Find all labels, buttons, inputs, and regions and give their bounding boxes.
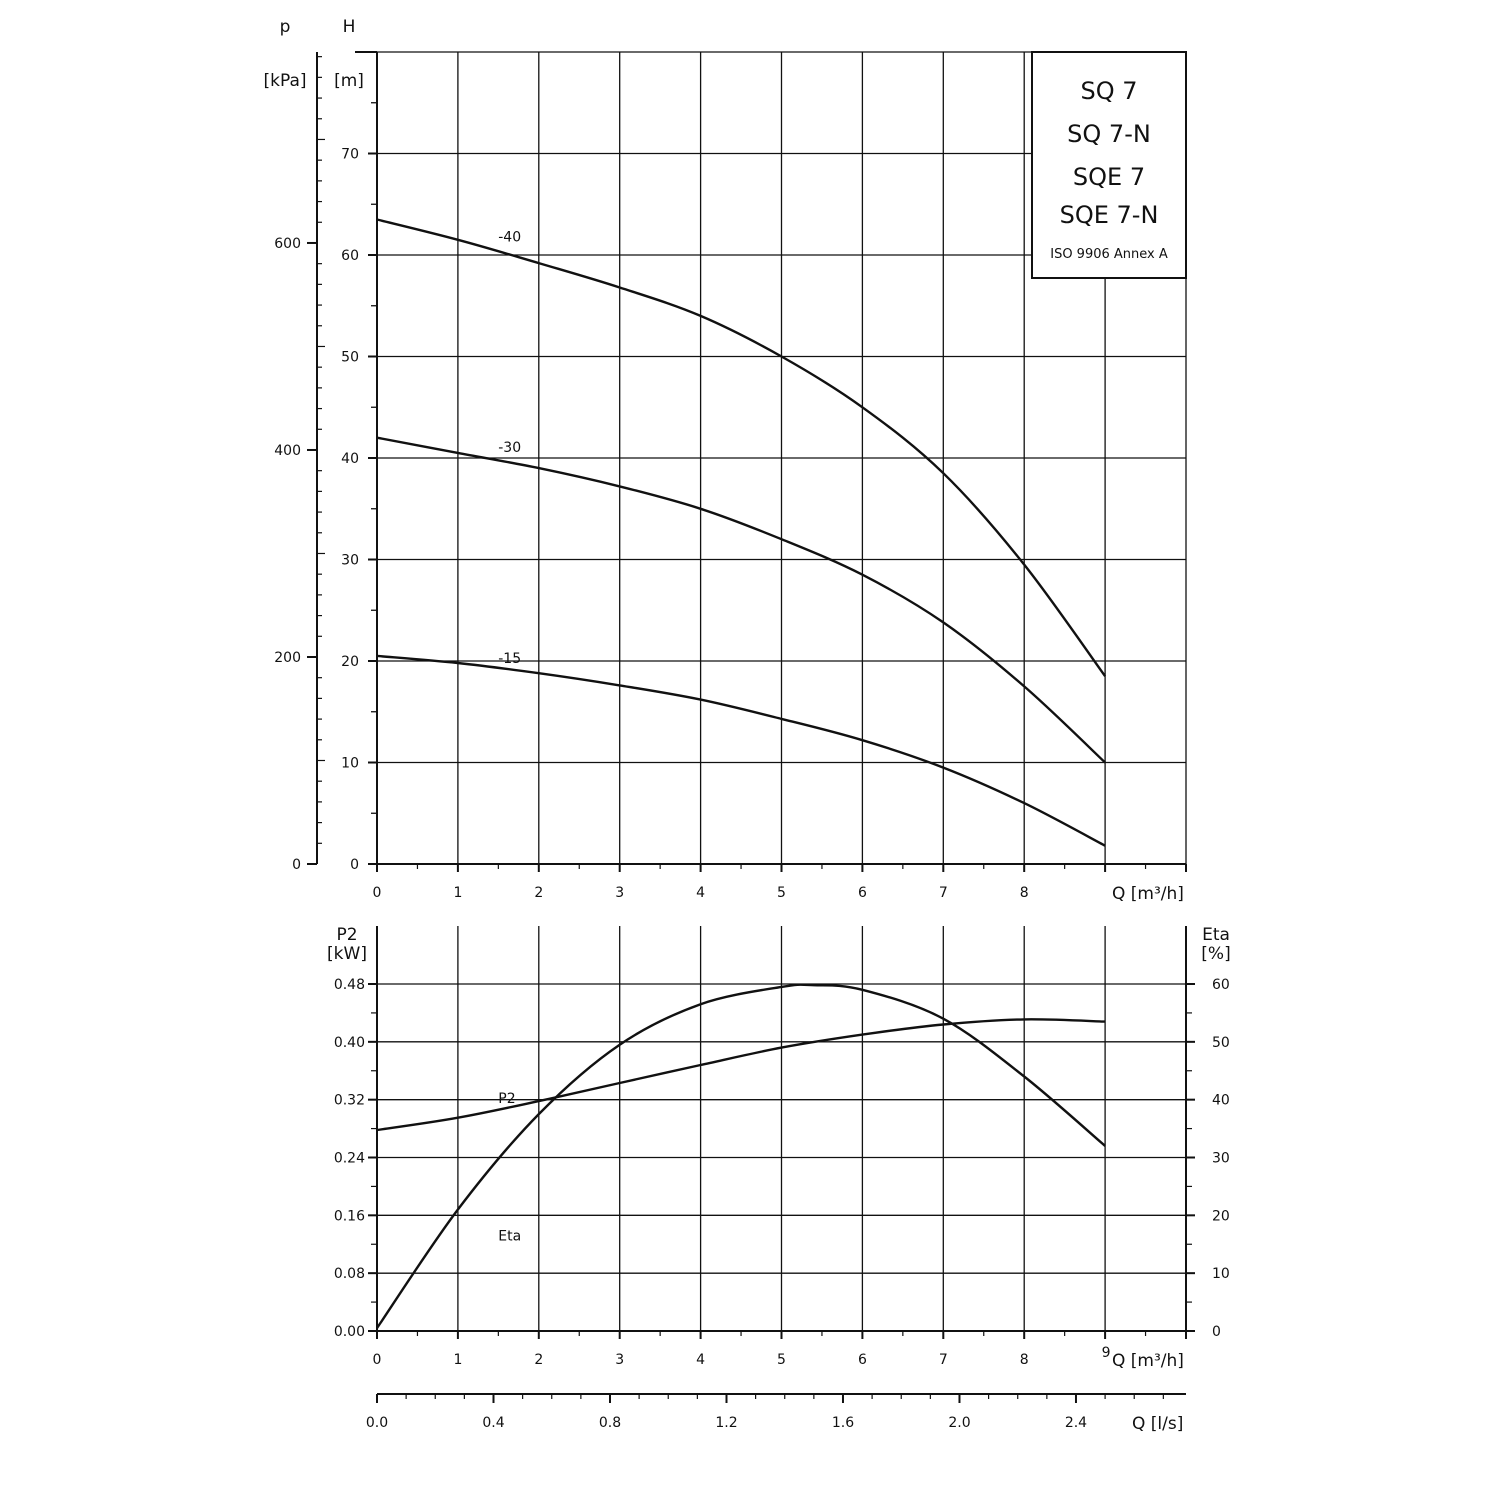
head-y-tick-label: 40: [341, 451, 359, 467]
legend-standard: ISO 9906 Annex A: [1050, 247, 1168, 262]
head-x-tick-label: 0: [373, 885, 382, 901]
legend-title-3: SQE 7: [1073, 163, 1145, 191]
head-curve-label: -15: [498, 651, 521, 667]
ls-tick-label: 2.0: [948, 1415, 970, 1431]
p-tick-label: 400: [274, 443, 301, 459]
ls-tick-label: 0.0: [366, 1415, 388, 1431]
eta-tick-label: 40: [1212, 1093, 1230, 1109]
power-x-tick-label: 9: [1102, 1345, 1111, 1361]
eta-tick-label: 30: [1212, 1151, 1230, 1167]
legend-box: SQ 7 SQ 7-N SQE 7 SQE 7-N ISO 9906 Annex…: [1031, 51, 1187, 279]
power-curve-p2: [376, 1018, 1106, 1132]
p-tick-label: 600: [274, 236, 301, 252]
head-y-axis-title: H: [343, 17, 356, 37]
power-y-tick-label: 0.40: [334, 1035, 365, 1051]
power-curve-label: P2: [498, 1091, 515, 1107]
head-y-tick-label: 10: [341, 756, 359, 772]
head-y-axis-unit: [m]: [334, 71, 364, 91]
power-y-tick-label: 0.16: [334, 1208, 365, 1224]
head-x-tick-label: 1: [453, 885, 462, 901]
power-y-tick-label: 0.00: [334, 1324, 365, 1340]
power-x-tick-label: 4: [696, 1352, 705, 1368]
power-y-tick-label: 0.24: [334, 1151, 365, 1167]
power-x-tick-label: 8: [1020, 1352, 1029, 1368]
ls-tick-label: 2.4: [1065, 1415, 1087, 1431]
head-x-tick-label: 6: [858, 885, 867, 901]
power-x-tick-label: 5: [777, 1352, 786, 1368]
power-curve-label: Eta: [498, 1229, 521, 1245]
power-y-tick-label: 0.32: [334, 1093, 365, 1109]
power-x-tick-label: 6: [858, 1352, 867, 1368]
power-y-axis-title: P2: [336, 925, 357, 945]
ls-tick-label: 0.4: [482, 1415, 504, 1431]
head-x-tick-label: 2: [534, 885, 543, 901]
legend-title-1: SQ 7: [1080, 77, 1137, 105]
p-axis-unit: [kPa]: [263, 71, 306, 91]
head-x-axis-title: Q [m³/h]: [1112, 884, 1184, 904]
head-curve-minus15: [376, 654, 1106, 847]
ls-tick-label: 0.8: [599, 1415, 621, 1431]
power-x-tick-label: 1: [453, 1352, 462, 1368]
head-y-tick-label: 50: [341, 350, 359, 366]
head-x-tick-label: 8: [1020, 885, 1029, 901]
head-x-tick-label: 4: [696, 885, 705, 901]
p-tick-label: 0: [292, 857, 301, 873]
head-y-tick-label: 30: [341, 553, 359, 569]
legend-title-4: SQE 7-N: [1060, 201, 1159, 229]
head-curve-label: -40: [498, 230, 521, 246]
p-tick-label: 200: [274, 650, 301, 666]
power-y-axis-unit: [kW]: [327, 944, 367, 964]
power-x-tick-label: 2: [534, 1352, 543, 1368]
head-curve-minus40: [376, 218, 1107, 677]
p-axis-title: p: [280, 17, 291, 37]
ls-tick-label: 1.2: [715, 1415, 737, 1431]
head-curve-minus30: [376, 436, 1106, 764]
power-y-tick-label: 0.48: [334, 977, 365, 993]
power-x-axis-title: Q [m³/h]: [1112, 1351, 1184, 1371]
power-y-tick-label: 0.08: [334, 1266, 365, 1282]
head-y-tick-label: 0: [350, 857, 359, 873]
head-x-tick-label: 7: [939, 885, 948, 901]
eta-axis-unit: [%]: [1201, 944, 1230, 964]
eta-tick-label: 10: [1212, 1266, 1230, 1282]
head-y-tick-label: 70: [341, 147, 359, 163]
ls-axis-title: Q [l/s]: [1132, 1414, 1183, 1434]
power-x-tick-label: 0: [373, 1352, 382, 1368]
eta-tick-label: 20: [1212, 1208, 1230, 1224]
legend-title-2: SQ 7-N: [1067, 120, 1151, 148]
ls-tick-label: 1.6: [832, 1415, 854, 1431]
head-y-tick-label: 20: [341, 654, 359, 670]
head-y-tick-label: 60: [341, 248, 359, 264]
eta-tick-label: 60: [1212, 977, 1230, 993]
power-x-tick-label: 3: [615, 1352, 624, 1368]
head-curve-label: -30: [498, 440, 521, 456]
eta-tick-label: 50: [1212, 1035, 1230, 1051]
head-x-tick-label: 5: [777, 885, 786, 901]
head-x-tick-label: 3: [615, 885, 624, 901]
eta-tick-label: 0: [1212, 1324, 1221, 1340]
eta-axis-title: Eta: [1202, 925, 1230, 945]
power-x-tick-label: 7: [939, 1352, 948, 1368]
power-curve-eta: [376, 983, 1106, 1329]
